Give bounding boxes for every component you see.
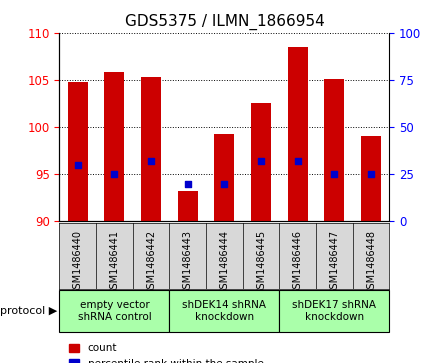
- Point: [147, 158, 154, 164]
- Bar: [178, 191, 198, 221]
- Bar: [288, 47, 308, 221]
- FancyBboxPatch shape: [169, 290, 279, 332]
- Bar: [104, 72, 125, 221]
- Bar: [68, 82, 88, 221]
- Point: [221, 181, 228, 187]
- Point: [367, 171, 374, 177]
- Point: [74, 162, 81, 168]
- Bar: [214, 134, 235, 221]
- Bar: [324, 79, 345, 221]
- Text: GSM1486444: GSM1486444: [220, 230, 229, 295]
- Point: [294, 158, 301, 164]
- Text: shDEK14 shRNA
knockdown: shDEK14 shRNA knockdown: [183, 301, 266, 322]
- Point: [331, 171, 338, 177]
- Text: GSM1486446: GSM1486446: [293, 230, 303, 295]
- Point: [111, 171, 118, 177]
- Text: GSM1486443: GSM1486443: [183, 230, 193, 295]
- Text: GSM1486440: GSM1486440: [73, 230, 83, 295]
- Text: protocol ▶: protocol ▶: [0, 306, 57, 316]
- Text: GSM1486441: GSM1486441: [110, 230, 119, 295]
- Text: GSM1486447: GSM1486447: [330, 230, 339, 295]
- Text: GSM1486448: GSM1486448: [366, 230, 376, 295]
- Title: GDS5375 / ILMN_1866954: GDS5375 / ILMN_1866954: [125, 14, 324, 30]
- FancyBboxPatch shape: [59, 290, 169, 332]
- Text: empty vector
shRNA control: empty vector shRNA control: [77, 301, 151, 322]
- Text: shDEK17 shRNA
knockdown: shDEK17 shRNA knockdown: [293, 301, 376, 322]
- Text: GSM1486442: GSM1486442: [146, 230, 156, 295]
- Bar: [141, 77, 161, 221]
- Bar: [251, 103, 271, 221]
- Legend: count, percentile rank within the sample: count, percentile rank within the sample: [65, 339, 268, 363]
- Bar: [361, 135, 381, 221]
- Point: [257, 158, 264, 164]
- Text: GSM1486445: GSM1486445: [256, 230, 266, 295]
- FancyBboxPatch shape: [279, 290, 389, 332]
- Point: [184, 181, 191, 187]
